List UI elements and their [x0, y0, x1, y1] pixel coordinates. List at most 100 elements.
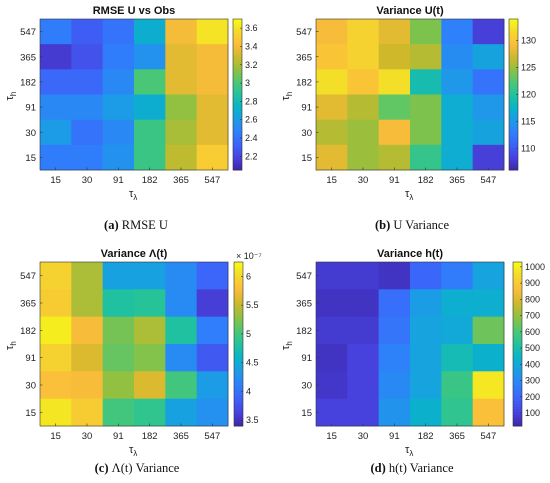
plot-frame	[315, 261, 505, 427]
colorbar-segment	[233, 21, 242, 25]
colorbar-segment	[513, 412, 522, 416]
colorbar-segment	[513, 360, 522, 364]
colorbar-segment	[233, 71, 242, 75]
colorbar-tick-label: 5.5	[246, 300, 259, 310]
colorbar-segment	[513, 283, 522, 288]
colorbar-segment	[233, 76, 242, 80]
heatmap-cell	[472, 398, 505, 427]
heatmap-cell	[316, 69, 348, 95]
colorbar-segment	[509, 104, 518, 108]
heatmap-cell	[102, 44, 135, 70]
colorbar-tick-label: 100	[525, 408, 540, 418]
heatmap-cell	[316, 316, 348, 345]
colorbar-segment	[233, 44, 242, 48]
x-tick-label: 30	[82, 431, 93, 442]
x-tick-label: 91	[389, 175, 400, 186]
heatmap-cell	[134, 316, 166, 345]
heatmap-cell	[472, 316, 505, 345]
colorbar-segment	[513, 294, 522, 299]
colorbar-segment	[233, 91, 242, 95]
colorbar-segment	[513, 297, 522, 301]
colorbar-segment	[233, 112, 242, 116]
y-tick-label: 15	[25, 408, 36, 419]
colorbar: 3.5 4 4.5 5 5.5 6 × 10⁻⁷	[233, 251, 262, 427]
heatmap-cell	[165, 289, 198, 318]
heatmap-cell	[102, 316, 135, 345]
heatmap-cell	[316, 371, 348, 400]
colorbar-segment	[233, 164, 242, 168]
colorbar-segment	[234, 289, 243, 293]
colorbar-segment	[509, 36, 518, 40]
heatmap-cell	[472, 289, 505, 318]
colorbar-segment	[233, 36, 242, 40]
colorbar-tick-label: 700	[525, 311, 540, 321]
colorbar-segment	[513, 322, 522, 326]
heatmap-cell	[347, 398, 380, 427]
colorbar-tick-label: 800	[525, 294, 540, 304]
colorbar-segment	[513, 385, 522, 389]
heatmap-cell	[165, 398, 198, 427]
heatmap-cell	[472, 44, 505, 70]
heatmap-cell	[316, 289, 348, 318]
y-axis-label-group: τh	[4, 92, 18, 101]
heatmap-cell	[316, 262, 348, 290]
colorbar-tick-label: 4.5	[246, 358, 259, 368]
colorbar-segment	[513, 352, 522, 356]
colorbar-segment	[509, 44, 518, 48]
heatmap-cell	[347, 44, 380, 70]
heatmap-cell	[441, 69, 474, 95]
colorbar-segment	[233, 167, 242, 171]
y-tick-label: 91	[25, 353, 36, 364]
colorbar-segment	[513, 313, 522, 318]
heatmap-cell	[40, 262, 72, 290]
colorbar-segment	[513, 374, 522, 378]
colorbar-segment	[234, 357, 243, 361]
colorbar-segment	[513, 330, 522, 334]
colorbar-segment	[513, 376, 522, 381]
colorbar-segment	[509, 149, 518, 153]
colorbar-segment	[234, 313, 243, 318]
heatmap-cell	[441, 94, 474, 121]
y-axis-label-group: τh	[280, 92, 294, 101]
colorbar-segment	[234, 385, 243, 389]
heatmap-cell	[316, 344, 348, 372]
heatmap-cell	[134, 94, 166, 121]
colorbar-segment	[509, 164, 518, 168]
colorbar-segment	[233, 127, 242, 131]
colorbar-segment	[234, 327, 243, 331]
heatmap-cell	[347, 316, 380, 345]
heatmap-cell	[165, 344, 198, 372]
x-tick-label: 547	[480, 431, 496, 442]
colorbar-segment	[513, 333, 522, 337]
heatmap-cell	[71, 144, 104, 171]
heatmap-cell	[347, 19, 380, 45]
colorbar-segment	[234, 360, 243, 364]
colorbar-segment	[234, 267, 243, 271]
heatmap-cell	[441, 44, 474, 70]
heatmap-cell	[441, 119, 474, 146]
colorbar-segment	[233, 64, 242, 68]
colorbar-segment	[513, 354, 522, 359]
colorbar-tick-label: 6	[246, 271, 251, 281]
colorbar-segment	[233, 137, 242, 141]
colorbar-segment	[234, 415, 243, 419]
colorbar-segment	[513, 349, 522, 353]
y-tick-label: 365	[296, 52, 312, 63]
heatmap-cell	[134, 262, 166, 290]
colorbar-segment	[509, 154, 518, 158]
colorbar-tick-label: 900	[525, 278, 540, 288]
colorbar-segment	[509, 76, 518, 80]
x-tick-label: 365	[449, 431, 465, 442]
colorbar-segment	[233, 157, 242, 161]
colorbar-segment	[509, 71, 518, 75]
y-tick-label: 15	[301, 408, 312, 419]
colorbar-segment	[234, 354, 243, 359]
colorbar-segment	[233, 97, 242, 101]
colorbar-segment	[509, 81, 518, 85]
colorbar-segment	[233, 139, 242, 143]
colorbar-segment	[509, 19, 518, 23]
colorbar-segment	[233, 56, 242, 60]
colorbar-tick-label: 300	[525, 376, 540, 386]
heatmap-cell	[410, 289, 442, 318]
heatmap-cell	[165, 262, 198, 290]
